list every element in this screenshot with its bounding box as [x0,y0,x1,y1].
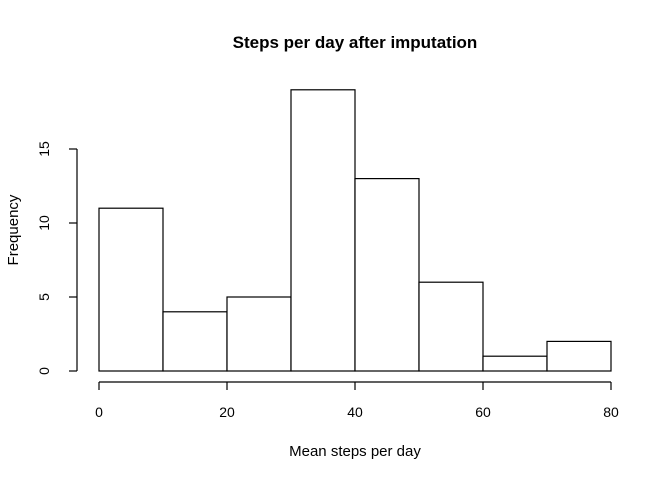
x-axis: 0 20 40 60 80 [95,381,619,420]
x-axis-label: Mean steps per day [289,443,421,460]
y-axis: 0 5 10 15 [36,141,78,375]
chart-title: Steps per day after imputation [233,33,478,52]
histogram-bar-6 [482,355,548,372]
y-tick-label-3: 15 [36,141,52,157]
x-tick-label-1: 20 [219,404,235,420]
histogram-bar-7 [546,340,612,372]
y-axis-label: Frequency [5,194,22,265]
histogram-bar-2 [226,296,292,372]
x-tick-label-4: 80 [603,404,619,420]
histogram-bar-3 [290,89,356,372]
x-tick-label-0: 0 [95,404,103,420]
y-tick-label-1: 5 [36,293,52,301]
y-tick-label-2: 10 [36,215,52,231]
histogram-bar-0 [98,207,164,372]
histogram-bar-1 [162,311,228,372]
histogram-bar-4 [354,178,420,372]
bars-group [98,89,612,372]
x-tick-label-3: 60 [475,404,491,420]
x-tick-label-2: 40 [347,404,363,420]
y-tick-label-0: 0 [36,367,52,375]
histogram-bar-5 [418,281,484,372]
